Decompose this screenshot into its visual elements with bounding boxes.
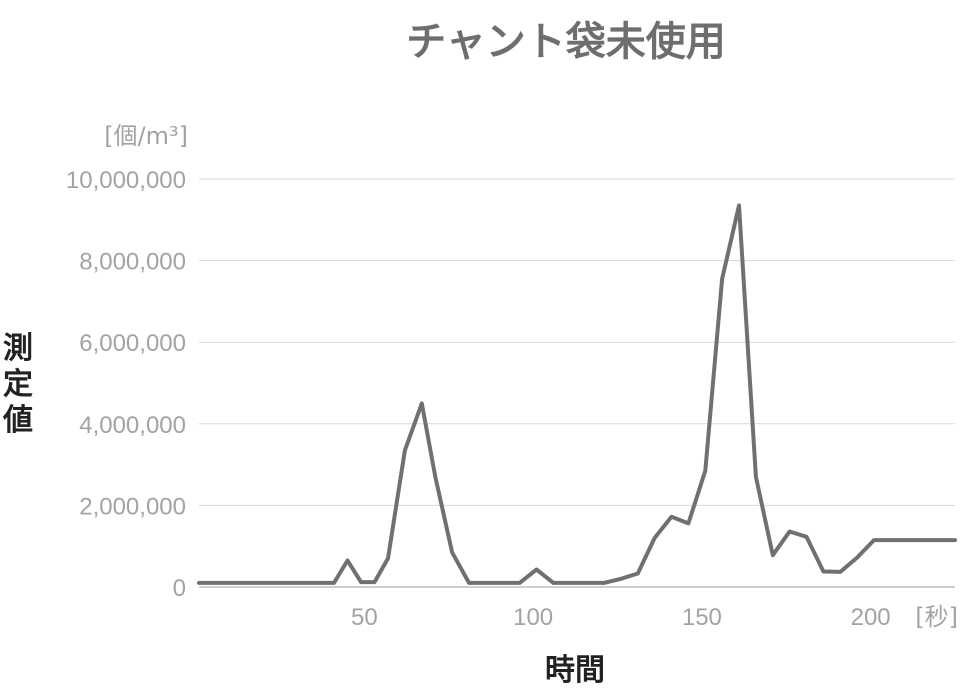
x-tick-label: 150 xyxy=(682,604,722,631)
x-unit-label: [秒] xyxy=(915,603,958,631)
y-tick-label: 10,000,000 xyxy=(66,167,186,194)
x-tick-label: 50 xyxy=(351,604,378,631)
y-unit-label: [個/m³] xyxy=(104,122,188,150)
y-axis-label-char: 定 xyxy=(3,367,33,402)
x-tick-label: 100 xyxy=(513,604,553,631)
y-tick-label: 6,000,000 xyxy=(79,330,186,357)
gridlines xyxy=(199,178,955,588)
x-axis-label: 時間 xyxy=(545,653,605,688)
y-axis-ticks: 0 2,000,000 4,000,000 6,000,000 8,000,000 10,… xyxy=(66,167,186,602)
y-tick-label: 8,000,000 xyxy=(79,249,186,276)
y-axis-label-char: 値 xyxy=(2,403,33,438)
series-line xyxy=(197,203,957,585)
y-tick-label: 4,000,000 xyxy=(79,412,186,439)
y-tick-label: 2,000,000 xyxy=(79,493,186,520)
x-axis-ticks: 50 100 150 200 xyxy=(351,604,891,631)
y-axis-label: 測定値 xyxy=(2,331,33,438)
y-axis-label-char: 測 xyxy=(3,331,33,366)
chart-title: チャント袋未使用 xyxy=(406,19,726,65)
y-tick-label: 0 xyxy=(173,575,186,602)
y-axis-label-group: 測定値 xyxy=(2,331,33,438)
x-tick-label: 200 xyxy=(851,604,891,631)
